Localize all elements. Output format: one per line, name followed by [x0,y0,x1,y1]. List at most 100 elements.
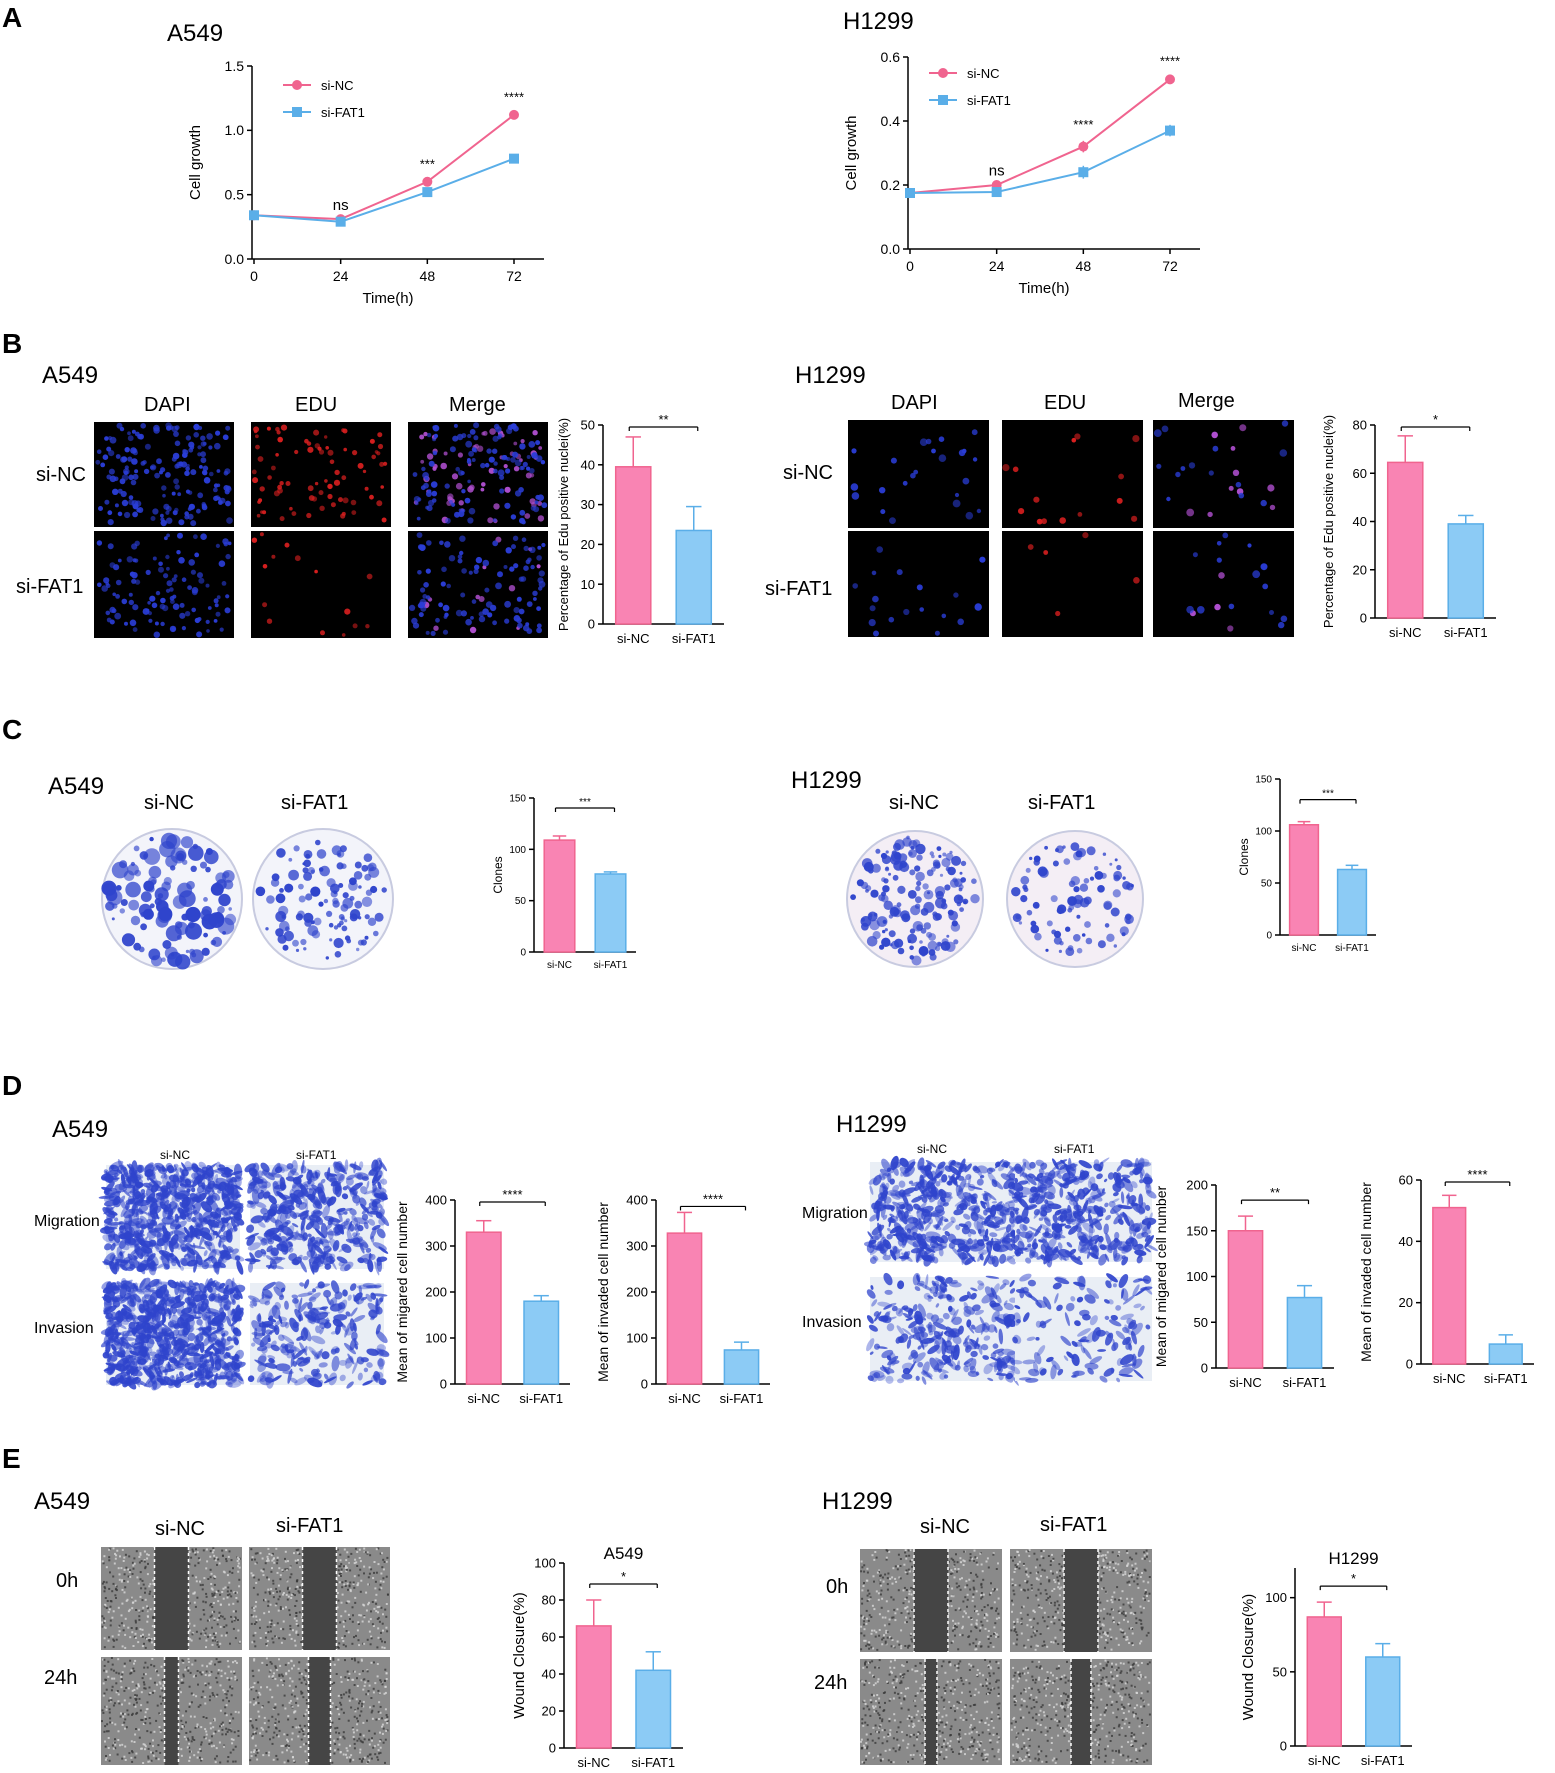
e-left-row-24h: 24h [44,1667,78,1689]
d-right-title: H1299 [836,1111,907,1138]
A_H1299-ytick-label: 0.4 [881,113,901,129]
A_H1299-legend-label: si-NC [967,66,1000,81]
b-right-col-dapi: DAPI [891,392,938,414]
e-h1299-0h-sifat1-image [1010,1549,1152,1652]
A_H1299-legend-marker [938,95,948,105]
d-right-row-invasion: Invasion [802,1314,862,1331]
A_A549-annotation: **** [504,90,524,105]
A_H1299-series-si-NC-point [1165,74,1175,85]
e-left-col-sifat1: si-FAT1 [276,1515,344,1537]
panel-letter-a: A [2,2,23,33]
B_H1299-ytick-label: 80 [1353,418,1367,433]
C_H1299-xtick-label: si-FAT1 [1335,943,1369,954]
d-a549-migration-sinc-image [98,1159,245,1276]
A_A549-series-si-NC-point [422,176,433,187]
b-a549-sifat1-merge-image [408,531,548,638]
B_H1299-xtick-label: si-NC [1389,625,1422,640]
D_A549_mig-ytick-label: 100 [425,1331,447,1346]
B_A549-ytick-label: 50 [581,418,595,433]
e-left-col-sinc: si-NC [155,1518,205,1540]
A_A549-chart: A549 0.0 0.5 1.0 1.5 0 24 48 72 Time(h) Cell growt… [167,20,544,307]
B_A549-ytick-label: 30 [581,497,595,512]
E_A549-ylabel: Wound Closure(%) [511,1592,528,1718]
D_H1299_inv-ylabel: Mean of invaded cell number [1358,1182,1374,1362]
D_H1299_inv-sig-label: **** [1467,1167,1487,1182]
E_H1299-sig-label: * [1351,1571,1356,1586]
D_H1299_mig-sig-label: ** [1270,1185,1280,1200]
e-right-title: H1299 [822,1488,893,1515]
C_H1299-bar-si-NC [1288,824,1320,936]
d-h1299-invasion-sifat1-image [1010,1273,1153,1383]
d-right-col-sinc: si-NC [917,1142,947,1156]
A_H1299-xlabel: Time(h) [1018,280,1069,297]
A_A549-legend-label: si-NC [321,78,354,93]
D_A549_mig-xtick-label: si-NC [468,1391,501,1406]
D_H1299_mig-ytick-label: 100 [1186,1269,1208,1284]
A_H1299-ytick-label: 0.2 [881,177,901,193]
A_H1299-series-si-FAT1-point [991,187,1002,198]
b-right-title: H1299 [795,362,866,389]
E_H1299-title: H1299 [1328,1549,1378,1568]
D_H1299_inv-bar-si-FAT1 [1488,1343,1523,1365]
A_A549-series-si-FAT1-line [253,157,515,223]
d-a549-migration-sifat1-image [244,1157,390,1276]
b-h1299-sinc-merge-image [1153,420,1294,528]
c-right-col-sifat1: si-FAT1 [1028,792,1096,814]
A_H1299-series-si-FAT1-point [905,188,915,198]
c-a549-sinc-plate [101,828,243,970]
A_A549-ytick-label: 1.5 [225,58,245,74]
E_H1299-ytick-label: 0 [1280,1739,1287,1754]
d-h1299-invasion-sinc-image [866,1272,1021,1386]
b-a549-sifat1-edu-image [251,531,391,638]
e-a549-0h-sifat1-image [249,1547,390,1650]
D_A549_inv-xtick-label: si-NC [668,1391,701,1406]
A_A549-legend-marker [292,107,302,117]
panel-letter-e: E [2,1443,21,1474]
D_H1299_mig-xtick-label: si-FAT1 [1283,1375,1327,1390]
C_A549-ytick-label: 0 [520,948,526,959]
B_A549-bar-si-NC [614,466,652,625]
A_H1299-annotation: ns [989,162,1005,179]
d-left-title: A549 [52,1116,109,1143]
A_H1299-legend-label: si-FAT1 [967,93,1011,108]
B_H1299-sig-label: * [1433,412,1438,427]
D_H1299_mig-chart: 0 50 100 150 200 si-NC si-FAT1 ** Mean of migare… [1153,1178,1334,1390]
B_A549-bar-si-FAT1 [675,529,713,625]
A_H1299-title: H1299 [843,8,914,35]
A_H1299-series-si-FAT1-point [1165,125,1175,136]
e-a549-24h-sinc-image [101,1657,242,1765]
A_H1299-xtick-label: 24 [989,258,1005,274]
A_H1299-series-si-FAT1-line [909,129,1171,194]
A_H1299-annotation: **** [1160,53,1180,68]
b-right-row-sifat1: si-FAT1 [765,578,833,600]
C_A549-bar-si-NC [543,839,576,953]
D_A549_mig-ytick-label: 0 [440,1377,447,1392]
A_A549-annotation: *** [420,157,435,172]
D_A549_mig-ylabel: Mean of migared cell number [394,1201,410,1383]
A_H1299-series-si-NC-line [909,78,1171,194]
D_H1299_mig-ylabel: Mean of migared cell number [1153,1186,1169,1368]
D_A549_inv-ylabel: Mean of invaded cell number [595,1202,611,1382]
C_H1299-ytick-label: 50 [1261,879,1273,890]
B_H1299-ytick-label: 0 [1360,611,1367,626]
A_A549-ytick-label: 0.5 [225,187,245,203]
d-a549-invasion-sifat1-image [247,1279,390,1389]
c-left-col-sifat1: si-FAT1 [281,792,349,814]
A_A549-legend-label: si-FAT1 [321,105,365,120]
e-h1299-24h-sinc-image [860,1659,1002,1765]
D_H1299_inv-ytick-label: 20 [1399,1295,1413,1310]
c-left-title: A549 [48,773,105,800]
b-h1299-sifat1-dapi-image [848,531,989,637]
B_A549-ytick-label: 40 [581,457,595,472]
E_A549-ytick-label: 0 [549,1741,556,1756]
D_H1299_mig-ytick-label: 0 [1201,1361,1208,1376]
D_A549_inv-bar-si-NC [666,1232,703,1385]
C_A549-ytick-label: 50 [515,896,527,907]
A_A549-ytick-label: 1.0 [225,122,245,138]
A_A549-xtick-label: 24 [333,268,349,284]
A_H1299-ylabel: Cell growth [843,115,860,190]
B_A549-sig-label: ** [658,412,668,427]
E_A549-bar-si-FAT1 [635,1669,672,1749]
panel-letter-c: C [2,714,23,745]
